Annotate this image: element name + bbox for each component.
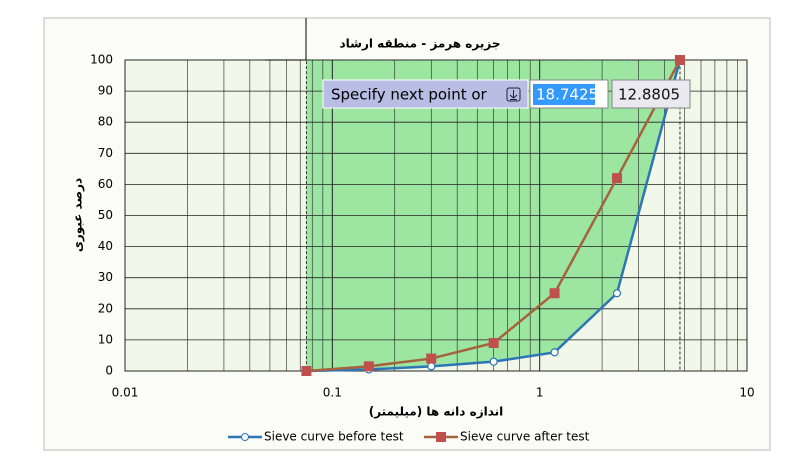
- y-tick-label: 100: [90, 53, 113, 67]
- prompt-icon: [509, 90, 518, 100]
- marker: [488, 338, 499, 349]
- y-axis-label: درصد عبوری: [71, 178, 86, 252]
- prompt-box: [322, 79, 529, 109]
- y-tick-label: 60: [98, 177, 113, 191]
- input-box: [611, 79, 691, 109]
- x-axis-label: اندازه دانه ها (میلیمتر): [369, 405, 504, 419]
- y-tick-label: 40: [98, 239, 113, 253]
- y-tick-label: 70: [98, 146, 113, 160]
- x-tick-label: 1: [536, 386, 544, 400]
- input-value: 12.8805: [618, 86, 680, 104]
- legend-label: Sieve curve before test: [264, 430, 404, 444]
- marker: [301, 366, 312, 376]
- marker: [426, 353, 437, 364]
- marker: [612, 289, 622, 298]
- y-tick-label: 50: [98, 208, 113, 222]
- x-tick-label: 0.1: [323, 386, 342, 400]
- marker: [611, 173, 622, 184]
- marker: [549, 288, 560, 299]
- marker: [550, 348, 559, 357]
- prompt-text: Specify next point or: [331, 86, 488, 104]
- marker: [674, 55, 685, 65]
- marker: [489, 357, 498, 366]
- x-tick-label: 10: [739, 386, 754, 400]
- marker: [363, 361, 374, 372]
- chart-title: جزیره هرمز - منطقه ارشاد: [340, 37, 501, 51]
- input-highlight: [533, 84, 595, 105]
- y-tick-label: 0: [105, 364, 113, 378]
- marker: [427, 362, 436, 371]
- y-tick-label: 80: [98, 115, 113, 129]
- y-tick-label: 10: [98, 332, 113, 346]
- y-tick-label: 30: [98, 270, 113, 284]
- legend-label: Sieve curve after test: [460, 430, 590, 444]
- x-tick-label: 0.01: [112, 386, 139, 400]
- input-value: 18.7425: [536, 86, 598, 104]
- legend-marker: [436, 432, 446, 442]
- legend-marker: [241, 433, 249, 441]
- prompt-icon: [506, 87, 521, 102]
- y-tick-label: 20: [98, 301, 113, 315]
- y-tick-label: 90: [98, 84, 113, 98]
